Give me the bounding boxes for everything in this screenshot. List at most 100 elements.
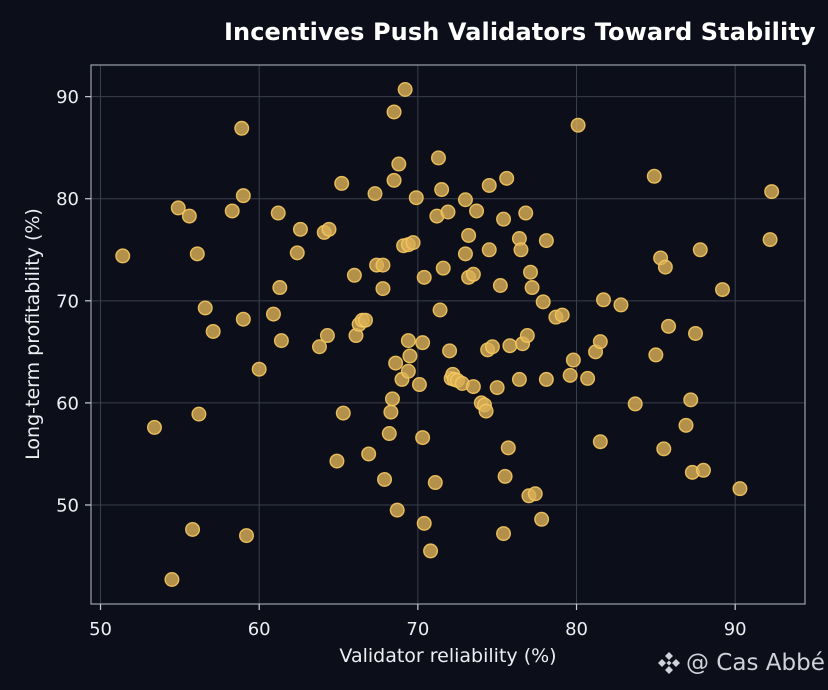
data-point (415, 335, 431, 351)
data-point (465, 379, 481, 395)
data-point (319, 328, 335, 344)
data-point (416, 269, 432, 285)
data-point (181, 208, 197, 224)
data-point (613, 297, 629, 313)
data-point (442, 343, 458, 359)
data-point (554, 307, 570, 323)
data-point (538, 371, 554, 387)
data-point (400, 333, 416, 349)
data-point (492, 278, 508, 294)
data-point (435, 260, 451, 276)
data-point (346, 267, 362, 283)
data-point (434, 182, 450, 198)
x-axis-ticks: 50 60 70 80 90 (89, 604, 747, 640)
chart-title: Incentives Push Validators Toward Stabil… (224, 18, 816, 46)
data-point (432, 302, 448, 318)
data-point (570, 117, 586, 133)
data-point (648, 347, 664, 363)
data-point (197, 300, 213, 316)
data-point (335, 405, 351, 421)
data-point (405, 235, 421, 251)
data-point (224, 203, 240, 219)
data-point (391, 156, 407, 172)
data-point (416, 515, 432, 531)
data-point (469, 203, 485, 219)
x-tick-label: 60 (248, 619, 271, 640)
data-point (427, 475, 443, 491)
data-point (524, 280, 540, 296)
data-point (367, 186, 383, 202)
data-point (170, 200, 186, 216)
data-point (496, 526, 512, 542)
data-point (430, 150, 446, 166)
data-point (535, 294, 551, 310)
data-point (334, 175, 350, 191)
y-tick-label: 70 (56, 291, 79, 312)
data-point (384, 391, 400, 407)
data-point (386, 104, 402, 120)
y-axis-ticks: 50 60 70 80 90 (56, 87, 91, 516)
data-point (402, 348, 418, 364)
data-point (732, 481, 748, 497)
data-point (189, 246, 205, 262)
binance-diamond-icon (656, 650, 682, 676)
data-point (764, 184, 780, 200)
data-point (289, 245, 305, 261)
data-point (565, 352, 581, 368)
data-point (661, 318, 677, 334)
x-tick-label: 70 (406, 619, 429, 640)
data-point (357, 312, 373, 328)
data-point (191, 406, 207, 422)
data-point (511, 371, 527, 387)
data-point (265, 306, 281, 322)
data-point (389, 502, 405, 518)
data-point (361, 446, 377, 462)
data-point (538, 233, 554, 249)
x-tick-label: 80 (565, 619, 588, 640)
data-point (481, 242, 497, 258)
data-point (683, 392, 699, 408)
data-point (321, 221, 337, 237)
data-point (270, 205, 286, 221)
data-point (489, 380, 505, 396)
data-point (656, 441, 672, 457)
data-point (762, 232, 778, 248)
data-point (251, 361, 267, 377)
data-point (484, 339, 500, 355)
data-point (423, 543, 439, 559)
data-point (146, 419, 162, 435)
data-point (234, 120, 250, 136)
data-point (519, 328, 535, 344)
data-point (499, 170, 515, 186)
data-point (465, 266, 481, 282)
data-point (238, 528, 254, 544)
data-point (457, 192, 473, 208)
data-point (534, 511, 550, 527)
data-point (273, 333, 289, 349)
data-point (580, 370, 596, 386)
data-point (411, 377, 427, 393)
data-point (397, 81, 413, 97)
data-point (500, 440, 516, 456)
data-point (386, 172, 402, 188)
data-point (292, 221, 308, 237)
data-point (496, 211, 512, 227)
data-point (502, 338, 518, 354)
data-point (714, 282, 730, 298)
data-point (523, 264, 539, 280)
data-point (375, 257, 391, 273)
watermark: @ Cas Abbé (656, 650, 825, 676)
data-point (235, 188, 251, 204)
data-point (688, 325, 704, 341)
data-point (481, 177, 497, 193)
data-point (657, 259, 673, 275)
data-point (513, 242, 529, 258)
plot-frame (90, 64, 806, 605)
x-tick-label: 90 (724, 619, 747, 640)
data-point (375, 281, 391, 297)
data-point (627, 396, 643, 412)
data-point (461, 227, 477, 243)
data-point (595, 292, 611, 308)
y-axis-label: Long-term profitability (%) (22, 208, 44, 460)
